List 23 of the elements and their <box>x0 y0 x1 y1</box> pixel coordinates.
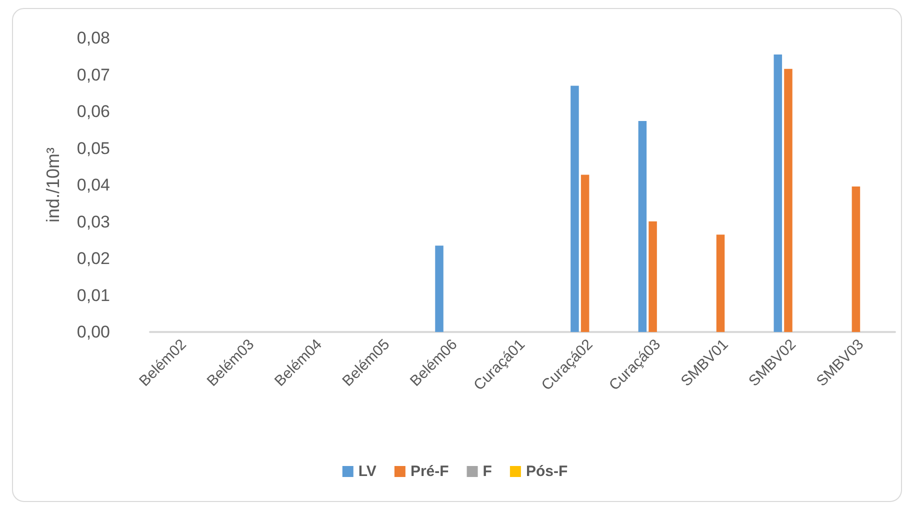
legend-label: F <box>482 463 492 480</box>
bar <box>580 174 590 332</box>
y-tick-label: 0,01 <box>76 286 110 305</box>
bar <box>638 121 647 332</box>
bar <box>774 54 782 332</box>
y-tick-label: 0,04 <box>76 176 110 194</box>
legend-label: Pós-F <box>526 463 568 480</box>
bar <box>648 221 657 332</box>
y-tick-label: 0,08 <box>76 28 110 48</box>
legend-label: Pré-F <box>410 463 449 480</box>
legend-label: LV <box>358 463 376 480</box>
bar <box>435 246 444 332</box>
bar <box>784 68 792 332</box>
y-axis-title: ind./10m³ <box>43 147 63 223</box>
y-tick-label: 0,07 <box>76 65 110 84</box>
y-tick-label: 0,02 <box>76 249 110 268</box>
bar <box>852 186 860 332</box>
bar <box>570 86 579 332</box>
y-tick-label: 0,06 <box>76 102 110 121</box>
y-tick-label: 0,00 <box>76 322 110 342</box>
y-tick-label: 0,05 <box>76 138 110 158</box>
y-tick-label: 0,03 <box>76 212 110 232</box>
bar <box>716 234 725 332</box>
